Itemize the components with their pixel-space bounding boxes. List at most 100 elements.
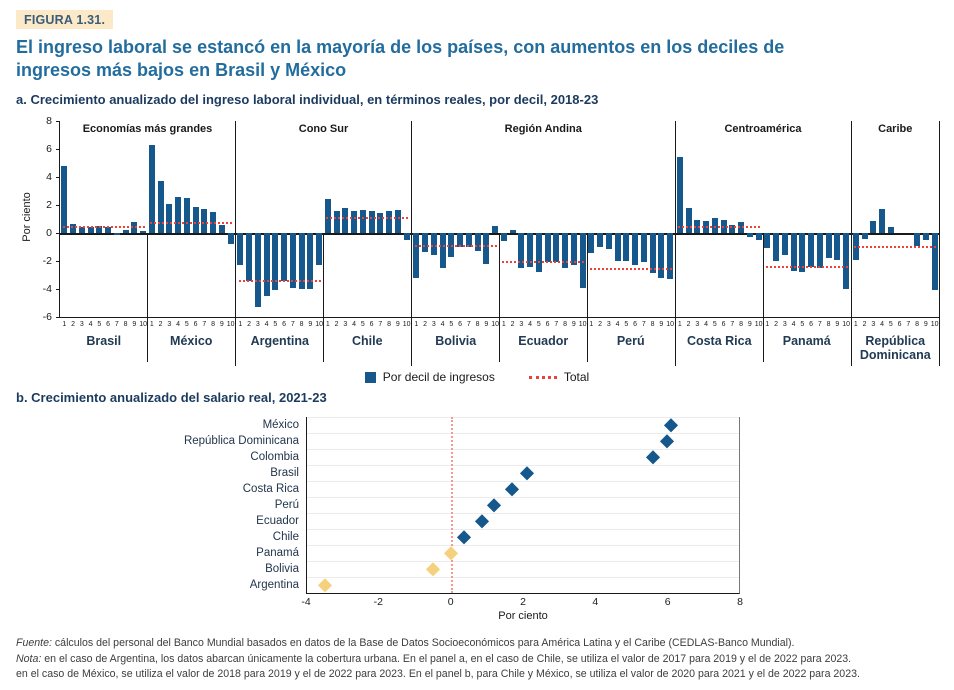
decile-bar xyxy=(237,233,244,266)
y-tick-mark xyxy=(56,205,60,206)
decile-bar xyxy=(465,233,472,247)
y-tick-mark xyxy=(56,177,60,178)
decile-bar xyxy=(263,233,270,296)
decile-tick-labels: 1 2 3 4 5 6 7 8 9 10 xyxy=(412,318,500,331)
decile-tick: 6 xyxy=(721,321,726,328)
region-group: Región Andina 1 2 3 4 5 6 7 8 9 10 Bolivia 1 2 3 4 5 6 7 8 9… xyxy=(411,121,675,366)
decile-tick: 1 xyxy=(853,321,858,328)
decile-tick: 2 xyxy=(510,321,515,328)
decile-bar xyxy=(781,233,788,255)
decile-tick: 4 xyxy=(440,321,445,328)
decile-bar xyxy=(254,233,261,308)
decile-tick-labels: 1 2 3 4 5 6 7 8 9 10 xyxy=(148,318,236,331)
country-bars xyxy=(851,121,939,318)
region-header: Centroamérica xyxy=(724,123,802,135)
panel-b-x-axis-label: Por ciento xyxy=(498,610,548,622)
y-tick-label: 6 xyxy=(46,143,52,155)
decile-bar xyxy=(307,233,314,289)
decile-tick: 4 xyxy=(352,321,357,328)
figure-number-badge: FIGURA 1.31. xyxy=(16,10,114,29)
country-name: República Dominicana xyxy=(859,334,931,362)
decile-tick-labels: 1 2 3 4 5 6 7 8 9 10 xyxy=(236,318,324,331)
decile-bar xyxy=(368,211,375,233)
decile-tick: 9 xyxy=(659,321,664,328)
decile-tick: 10 xyxy=(315,321,324,328)
decile-bar xyxy=(324,199,331,233)
decile-bar xyxy=(96,226,103,233)
panel-b-chart: México República Dominicana Colombia Brasil… xyxy=(14,417,954,594)
decile-bar xyxy=(403,233,410,240)
country-column: 1 2 3 4 5 6 7 8 9 10 Ecuador xyxy=(499,121,587,366)
country-bars xyxy=(587,121,675,318)
decile-bar xyxy=(246,233,253,281)
decile-bar xyxy=(483,233,490,264)
decile-tick: 2 xyxy=(71,321,76,328)
decile-bar xyxy=(492,226,499,233)
y-tick-label: -2 xyxy=(42,255,52,267)
panel-b-country-label: República Dominicana xyxy=(183,435,299,447)
region-countries: 1 2 3 4 5 6 7 8 9 10 Argentina 1 2 3 4 5 6 7 8 9 10 Chile xyxy=(236,121,411,366)
decile-tick: 10 xyxy=(491,321,500,328)
country-name: Bolivia xyxy=(435,334,477,348)
decile-bar xyxy=(808,233,815,268)
legend-deciles-label: Por decil de ingresos xyxy=(382,370,495,384)
y-tick-label: 8 xyxy=(46,115,52,127)
bar-swatch-icon xyxy=(364,371,376,383)
decile-bar xyxy=(553,233,560,263)
decile-tick: 4 xyxy=(264,321,269,328)
decile-tick: 10 xyxy=(754,321,763,328)
decile-tick: 10 xyxy=(226,321,235,328)
country-total-line xyxy=(854,246,937,248)
y-tick-label: -6 xyxy=(42,311,52,323)
decile-tick: 5 xyxy=(712,321,717,328)
country-name: Perú xyxy=(616,334,645,348)
decile-tick: 3 xyxy=(695,321,700,328)
decile-bar xyxy=(316,233,323,266)
decile-tick-labels: 1 2 3 4 5 6 7 8 9 10 xyxy=(763,318,851,331)
decile-tick: 2 xyxy=(334,321,339,328)
decile-bar xyxy=(816,233,823,268)
decile-tick: 1 xyxy=(589,321,594,328)
country-name: Chile xyxy=(351,334,383,348)
decile-tick: 9 xyxy=(571,321,576,328)
decile-tick-labels: 1 2 3 4 5 6 7 8 9 10 xyxy=(852,318,940,331)
country-total-line xyxy=(678,226,761,229)
decile-bar xyxy=(192,207,199,233)
decile-bar xyxy=(755,233,762,240)
panel-b-gridline-row xyxy=(307,449,739,465)
footnote-prefix: Nota: xyxy=(16,652,42,665)
y-tick-label: -4 xyxy=(42,283,52,295)
decile-tick: 1 xyxy=(62,321,67,328)
country-total-line xyxy=(589,268,672,271)
y-tick-label: 0 xyxy=(46,227,52,239)
decile-tick: 7 xyxy=(554,321,559,328)
decile-tick: 10 xyxy=(930,321,939,328)
decile-tick: 8 xyxy=(211,321,216,328)
decile-tick: 7 xyxy=(730,321,735,328)
decile-bar xyxy=(105,226,112,233)
panel-b-country-label: México xyxy=(262,419,299,431)
decile-tick-labels: 1 2 3 4 5 6 7 8 9 10 xyxy=(60,318,148,331)
decile-tick: 7 xyxy=(817,321,822,328)
decile-tick: 8 xyxy=(739,321,744,328)
decile-tick: 9 xyxy=(395,321,400,328)
country-total-line xyxy=(414,244,497,247)
decile-bar xyxy=(509,230,516,233)
decile-bar xyxy=(78,226,85,233)
panel-a-zero-line xyxy=(60,233,940,235)
decile-tick: 3 xyxy=(167,321,172,328)
decile-tick: 7 xyxy=(290,321,295,328)
decile-bar xyxy=(649,233,656,273)
decile-tick: 9 xyxy=(923,321,928,328)
decile-bar xyxy=(201,208,208,233)
decile-bar xyxy=(914,233,921,246)
decile-tick: 2 xyxy=(686,321,691,328)
footnotes: Fuente: cálculos del personal del Banco … xyxy=(16,636,938,683)
figure-title: El ingreso laboral se estancó en la mayo… xyxy=(16,37,785,80)
decile-bar xyxy=(61,165,68,233)
decile-tick: 1 xyxy=(414,321,419,328)
decile-bar xyxy=(70,223,77,233)
decile-bar xyxy=(685,207,692,233)
decile-tick: 6 xyxy=(897,321,902,328)
decile-tick: 7 xyxy=(906,321,911,328)
